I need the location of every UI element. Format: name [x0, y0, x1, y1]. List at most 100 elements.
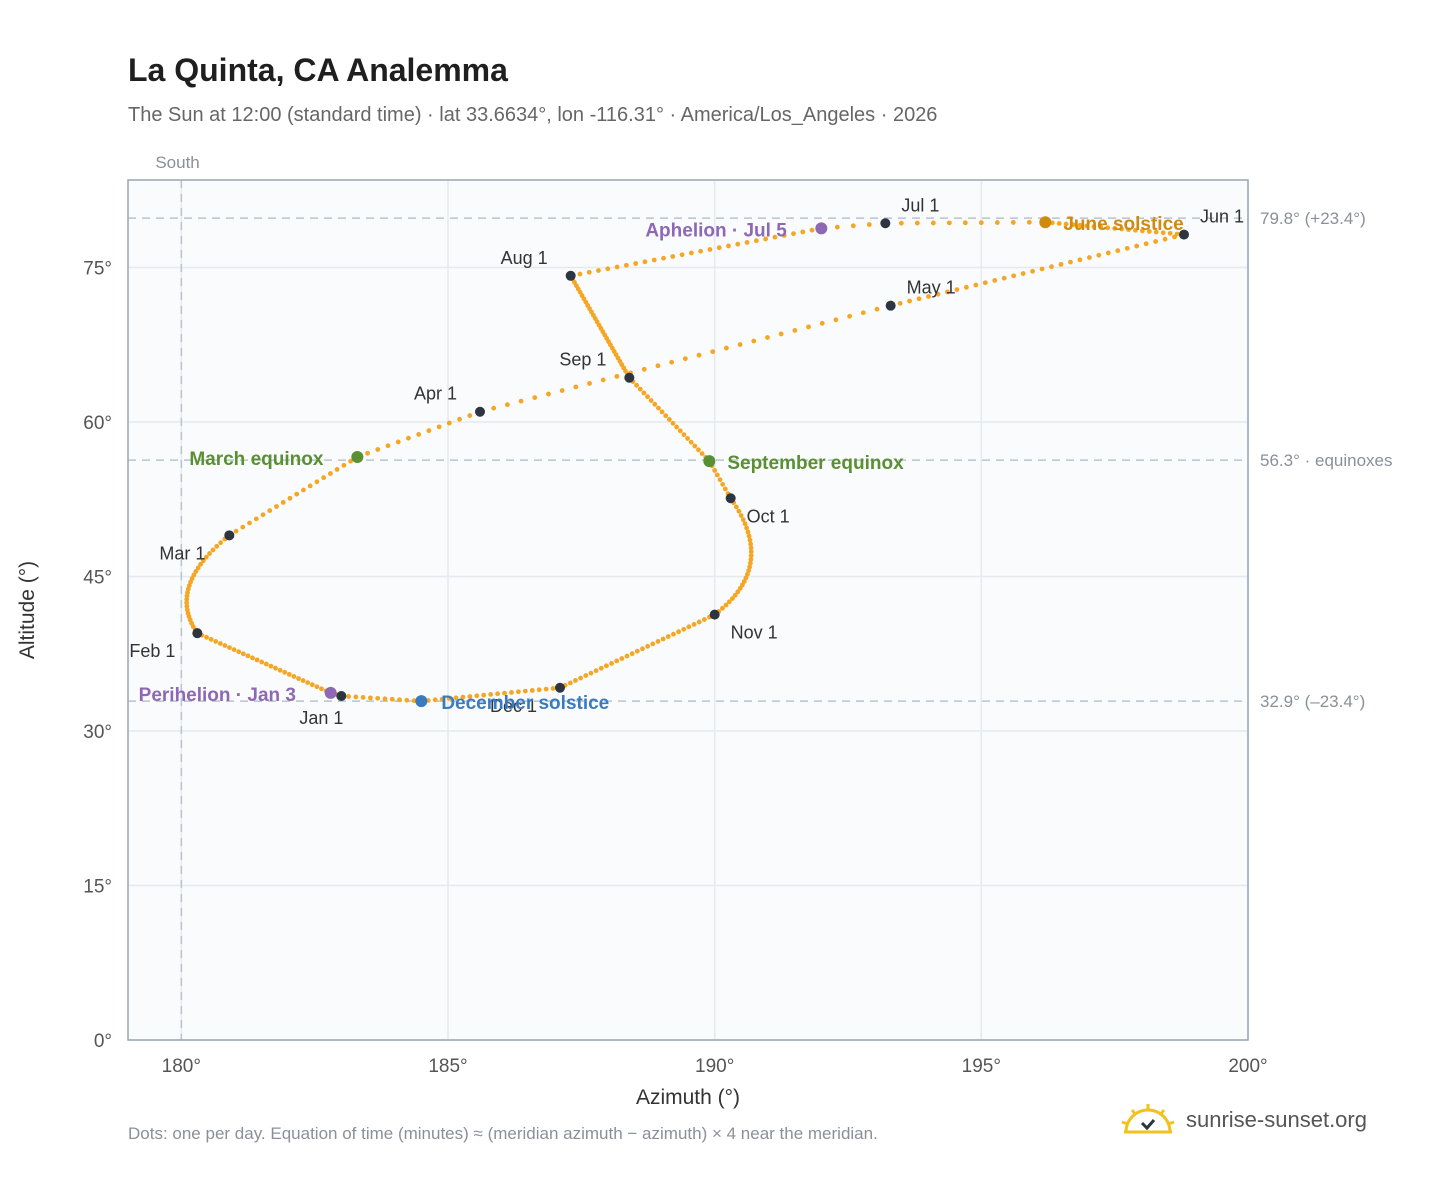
brand-name[interactable]: sunrise-sunset.org	[1186, 1107, 1367, 1132]
daily-sun-dot	[1119, 226, 1124, 232]
daily-sun-dot	[432, 697, 438, 703]
daily-sun-dot	[624, 653, 630, 659]
reference-line-label: 79.8° (+23.4°)	[1260, 209, 1366, 228]
daily-sun-dot	[321, 475, 327, 481]
event-label: March equinox	[189, 449, 324, 470]
daily-sun-dot	[532, 395, 538, 400]
month-marker	[725, 493, 736, 504]
daily-sun-dot	[745, 571, 750, 577]
daily-sun-dot	[650, 641, 656, 647]
daily-sun-dot	[375, 695, 381, 701]
y-tick-label: 30°	[83, 722, 112, 743]
daily-sun-dot	[914, 220, 920, 226]
daily-sun-dot	[973, 282, 979, 288]
daily-sun-dot	[236, 649, 242, 655]
daily-sun-dot	[382, 696, 388, 702]
brand[interactable]: sunrise-sunset.org	[1120, 1102, 1367, 1138]
daily-sun-dot	[605, 266, 611, 272]
daily-sun-dot	[833, 317, 839, 323]
daily-sun-dot	[341, 462, 347, 468]
daily-sun-dot	[1174, 231, 1180, 237]
daily-sun-dot	[722, 486, 728, 492]
daily-sun-dot	[309, 682, 315, 688]
daily-sun-dot	[1011, 273, 1017, 279]
daily-sun-dot	[385, 443, 391, 449]
daily-sun-dot	[604, 663, 609, 669]
daily-sun-dot	[994, 220, 1000, 225]
daily-sun-dot	[404, 697, 410, 703]
daily-sun-dot	[737, 342, 743, 347]
daily-sun-dot	[301, 487, 306, 493]
daily-sun-dot	[765, 335, 770, 340]
daily-sun-dot	[681, 432, 687, 438]
daily-sun-dot	[577, 271, 583, 277]
x-tick-label: 200°	[1228, 1056, 1267, 1077]
daily-sun-dot	[263, 661, 269, 667]
event-marker	[324, 686, 337, 699]
event-marker	[815, 222, 828, 235]
daily-sun-dot	[397, 697, 402, 703]
daily-sun-dot	[860, 310, 866, 316]
daily-sun-dot	[679, 252, 685, 258]
daily-sun-dot	[699, 451, 705, 456]
daily-sun-dot	[717, 477, 723, 483]
month-marker-label: Feb 1	[129, 641, 175, 661]
month-marker-label: Jul 1	[901, 195, 939, 215]
daily-sun-dot	[930, 220, 936, 226]
daily-sun-dot	[1098, 224, 1104, 230]
daily-sun-dot	[1056, 221, 1062, 226]
daily-sun-dot	[588, 670, 594, 676]
daily-sun-dot	[1030, 268, 1036, 274]
month-marker	[475, 406, 485, 417]
sun-logo-icon	[1121, 1104, 1175, 1134]
daily-sun-dot	[598, 665, 604, 671]
daily-sun-dot	[748, 541, 754, 547]
daily-sun-dot	[691, 621, 697, 627]
daily-sun-dot	[453, 695, 459, 701]
event-label: Aphelion · Jul 5	[645, 220, 787, 241]
daily-sun-dot	[642, 259, 648, 265]
daily-sun-dot	[207, 551, 212, 556]
daily-sun-dot	[747, 564, 753, 570]
daily-sun-dot	[200, 558, 206, 564]
daily-sun-dot	[744, 525, 750, 531]
daily-sun-dot	[250, 655, 255, 661]
daily-sun-dot	[296, 676, 301, 681]
daily-sun-dot	[416, 431, 422, 437]
daily-sun-dot	[748, 549, 754, 555]
daily-sun-dot	[1039, 266, 1045, 272]
daily-sun-dot	[720, 605, 725, 611]
month-marker-label: Aug 1	[501, 248, 548, 268]
daily-sun-dot	[686, 624, 692, 630]
daily-sun-dot	[772, 234, 778, 240]
daily-sun-dot	[1105, 225, 1111, 231]
daily-sun-dot	[674, 424, 680, 430]
daily-sun-dot	[214, 543, 220, 549]
daily-sun-dot	[1167, 230, 1173, 236]
daily-sun-dot	[1070, 222, 1076, 228]
daily-sun-dot	[1153, 229, 1159, 235]
daily-sun-dot	[696, 619, 702, 625]
daily-sun-dot	[659, 409, 665, 415]
daily-sun-dot	[945, 289, 950, 295]
daily-sun-dot	[287, 495, 293, 501]
event-label: June solstice	[1063, 214, 1183, 235]
daily-sun-dot	[567, 680, 573, 686]
daily-sun-dot	[259, 659, 265, 665]
daily-sun-dot	[1105, 250, 1111, 256]
daily-sun-dot	[714, 472, 720, 478]
daily-sun-dot	[360, 695, 366, 700]
daily-sun-dot	[353, 694, 359, 700]
daily-sun-dot	[365, 450, 370, 456]
daily-sun-dot	[280, 499, 286, 505]
daily-sun-dot	[739, 582, 745, 588]
daily-sun-dot	[217, 641, 223, 646]
daily-sun-dot	[781, 233, 787, 238]
chart-subtitle: The Sun at 12:00 (standard time) · lat 3…	[128, 104, 938, 126]
daily-sun-dot	[907, 298, 912, 304]
daily-sun-dot	[550, 686, 556, 691]
daily-sun-dot	[655, 363, 661, 369]
daily-sun-dot	[195, 565, 201, 571]
daily-sun-dot	[1162, 236, 1168, 242]
